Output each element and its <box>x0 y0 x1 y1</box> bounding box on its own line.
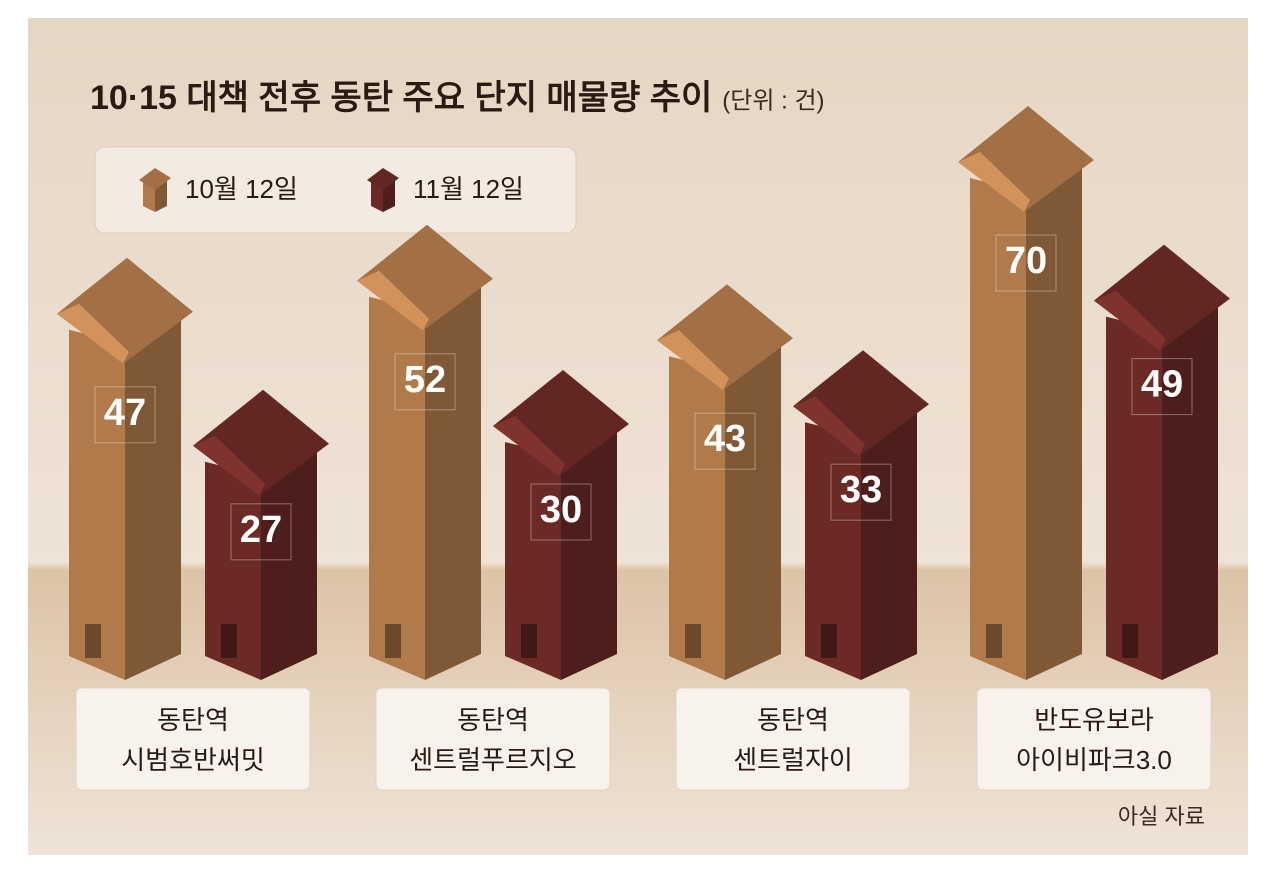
house-front <box>805 422 861 680</box>
value-box <box>1131 358 1193 416</box>
legend-label: 10월 12일 <box>185 174 298 204</box>
house-bar <box>357 224 493 680</box>
door <box>1122 624 1138 658</box>
value-box <box>394 353 456 411</box>
roof-edge <box>493 416 565 476</box>
value-box <box>995 234 1057 292</box>
door <box>821 624 837 658</box>
unit-label: (단위 : 건) <box>722 87 824 114</box>
house-front <box>505 442 561 680</box>
door <box>521 624 537 658</box>
house-bar <box>193 389 329 680</box>
roof-edge <box>357 270 429 331</box>
icon-roof <box>139 168 171 190</box>
house-side <box>1026 168 1082 680</box>
house-front <box>1106 316 1162 680</box>
chart-title: 10·15 대책 전후 동탄 주요 단지 매물량 추이 <box>90 79 712 117</box>
door <box>221 624 237 658</box>
legend-icon <box>367 168 399 212</box>
x-tick-label: 반도유보라 <box>1034 705 1154 735</box>
legend-label: 11월 12일 <box>413 174 524 204</box>
house-side <box>261 451 317 680</box>
roof-edge <box>57 303 129 364</box>
x-tick-label: 아이비파크3.0 <box>1016 745 1172 775</box>
source: 아실 자료 <box>1118 804 1205 829</box>
value-label: 70 <box>1005 240 1047 282</box>
category-box <box>75 687 311 791</box>
x-tick-label: 시범호반써밋 <box>121 745 265 775</box>
value-box <box>830 463 892 521</box>
door <box>685 624 701 658</box>
value-label: 33 <box>840 469 882 511</box>
x-tick-label: 센트럴푸르지오 <box>409 745 576 775</box>
icon-side <box>383 180 395 212</box>
house-side <box>561 432 617 680</box>
roof-edge <box>193 435 265 496</box>
value-box <box>530 483 592 541</box>
value-box <box>230 503 292 561</box>
house-front <box>669 356 725 680</box>
house-bar <box>793 350 929 680</box>
x-tick-label: 동탄역 <box>157 705 229 735</box>
value-label: 49 <box>1141 364 1183 406</box>
roof-edge <box>1094 290 1166 351</box>
icon-roof <box>367 168 399 190</box>
house-bar <box>958 106 1094 680</box>
x-tick-label: 센트럴자이 <box>733 745 853 775</box>
house-side <box>861 412 917 680</box>
roof-edge <box>657 330 729 391</box>
house-side <box>725 346 781 680</box>
house-side <box>425 286 481 680</box>
value-label: 47 <box>104 392 146 434</box>
value-label: 27 <box>240 509 282 551</box>
house-bar <box>1094 244 1230 680</box>
house-side <box>1162 306 1218 680</box>
house-bar <box>57 257 193 680</box>
icon-side <box>155 180 167 212</box>
x-tick-label: 동탄역 <box>457 705 529 735</box>
door <box>385 624 401 658</box>
roof-edge <box>958 152 1030 212</box>
value-label: 30 <box>540 489 582 531</box>
door <box>85 624 101 658</box>
house-side <box>125 319 181 680</box>
legend-icon <box>139 168 171 212</box>
category-box <box>976 687 1212 791</box>
roof-edge <box>793 396 865 457</box>
category-box <box>675 687 911 791</box>
legend-box <box>94 146 577 234</box>
category-box <box>375 687 611 791</box>
value-label: 52 <box>404 359 446 401</box>
value-label: 43 <box>704 418 746 460</box>
door <box>986 624 1002 658</box>
house-front <box>205 461 261 680</box>
x-tick-label: 동탄역 <box>757 705 829 735</box>
house-front <box>970 178 1026 680</box>
value-box <box>94 386 156 444</box>
house-front <box>369 296 425 680</box>
value-box <box>694 412 756 470</box>
house-front <box>69 329 125 680</box>
house-bar <box>657 284 793 680</box>
house-bar <box>493 370 629 680</box>
